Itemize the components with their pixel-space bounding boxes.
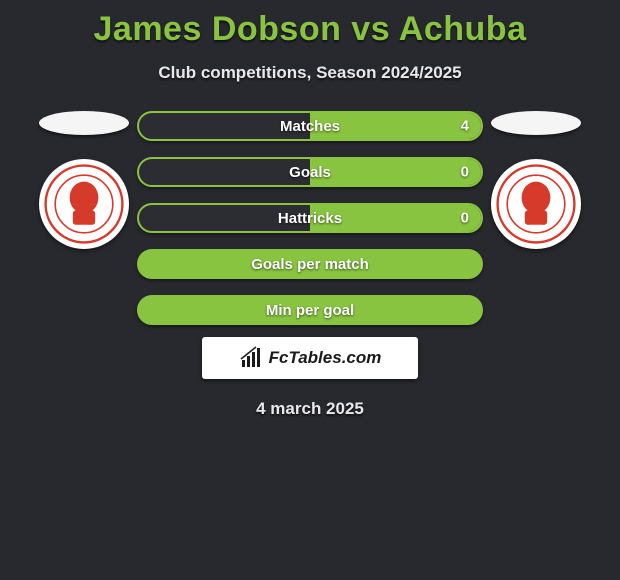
watermark-text: FcTables.com	[269, 348, 382, 368]
stats-bars: Matches 4 Goals 0 Hattricks 0 Goals per …	[137, 111, 483, 325]
stat-bar-hattricks: Hattricks 0	[137, 203, 483, 233]
chart-bars-icon	[239, 346, 263, 370]
stat-right-value: 4	[461, 118, 469, 135]
club-crest-icon	[39, 159, 129, 249]
stat-label: Matches	[280, 118, 340, 135]
stat-label: Min per goal	[266, 302, 354, 319]
stat-label: Hattricks	[278, 210, 342, 227]
club-crest-icon	[491, 159, 581, 249]
stat-right-value: 0	[461, 164, 469, 181]
watermark: FcTables.com	[202, 337, 418, 379]
flag-icon	[491, 111, 581, 135]
stat-label: Goals	[289, 164, 331, 181]
crest-svg-icon	[496, 164, 576, 244]
stat-bar-matches: Matches 4	[137, 111, 483, 141]
crest-svg-icon	[44, 164, 124, 244]
stat-label: Goals per match	[251, 256, 369, 273]
stat-fill	[310, 159, 481, 185]
stat-bar-goals-per-match: Goals per match	[137, 249, 483, 279]
right-player-col	[483, 111, 589, 249]
left-player-col	[31, 111, 137, 249]
page-title: James Dobson vs Achuba	[0, 0, 620, 49]
comparison-row: Matches 4 Goals 0 Hattricks 0 Goals per …	[0, 111, 620, 325]
stat-bar-goals: Goals 0	[137, 157, 483, 187]
date-text: 4 march 2025	[0, 399, 620, 419]
stat-bar-min-per-goal: Min per goal	[137, 295, 483, 325]
flag-icon	[39, 111, 129, 135]
stat-right-value: 0	[461, 210, 469, 227]
subtitle: Club competitions, Season 2024/2025	[0, 63, 620, 83]
